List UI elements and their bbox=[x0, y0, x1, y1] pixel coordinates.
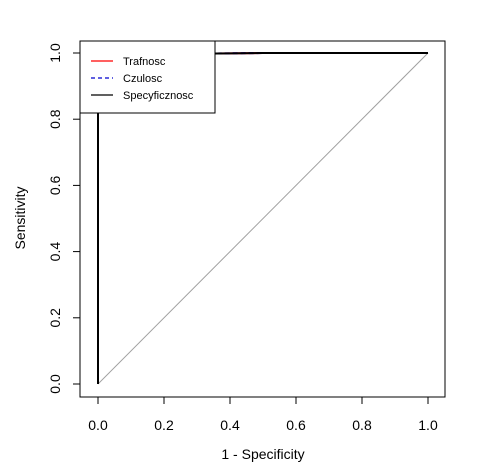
legend-label-czulosc: Czulosc bbox=[123, 73, 163, 85]
y-tick-label: 0.8 bbox=[47, 109, 63, 129]
legend-label-specyficznosc: Specyficznosc bbox=[123, 90, 194, 102]
legend: Trafnosc Czulosc Specyficznosc bbox=[79, 40, 216, 114]
x-tick-label: 0.8 bbox=[352, 417, 372, 433]
y-tick-label: 0.2 bbox=[47, 308, 63, 328]
x-axis-title: 1 - Specificity bbox=[221, 446, 304, 462]
diagonal-reference-line bbox=[97, 52, 429, 385]
y-tick-label: 0.4 bbox=[47, 242, 63, 262]
x-tick-label: 1.0 bbox=[418, 417, 438, 433]
x-tick-label: 0.6 bbox=[286, 417, 306, 433]
x-tick-label: 0.2 bbox=[154, 417, 174, 433]
y-axis-title: Sensitivity bbox=[12, 186, 28, 249]
x-tick-label: 0.0 bbox=[88, 417, 108, 433]
y-tick-label: 1.0 bbox=[47, 43, 63, 63]
y-axis: 0.0 0.2 0.4 0.6 0.8 1.0 bbox=[47, 43, 81, 394]
legend-box bbox=[79, 40, 216, 114]
x-tick-label: 0.4 bbox=[220, 417, 240, 433]
legend-label-trafnosc: Trafnosc bbox=[123, 56, 166, 68]
x-axis: 0.0 0.2 0.4 0.6 0.8 1.0 bbox=[88, 396, 438, 433]
y-tick-label: 0.6 bbox=[47, 175, 63, 195]
y-tick-label: 0.0 bbox=[47, 374, 63, 394]
